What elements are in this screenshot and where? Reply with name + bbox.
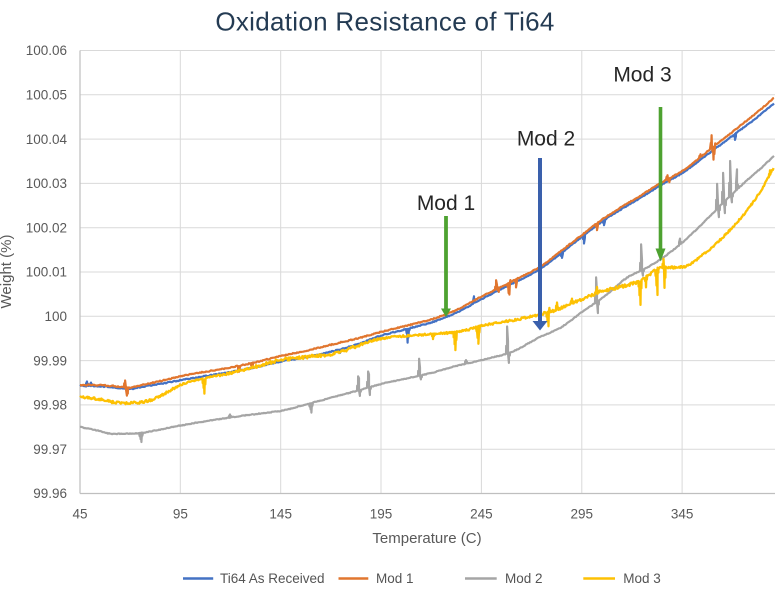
svg-text:Ti64 As Received: Ti64 As Received: [220, 571, 325, 586]
svg-text:245: 245: [470, 507, 493, 522]
svg-text:99.99: 99.99: [33, 353, 67, 368]
svg-text:Mod 1: Mod 1: [376, 571, 414, 586]
svg-text:99.97: 99.97: [33, 442, 67, 457]
svg-text:Mod 3: Mod 3: [623, 571, 661, 586]
svg-text:99.98: 99.98: [33, 398, 67, 413]
svg-text:100: 100: [44, 309, 67, 324]
svg-text:100.02: 100.02: [26, 220, 67, 235]
svg-text:195: 195: [370, 507, 393, 522]
svg-text:345: 345: [671, 507, 694, 522]
svg-text:95: 95: [173, 507, 188, 522]
svg-text:99.96: 99.96: [33, 486, 67, 501]
svg-text:100.04: 100.04: [26, 132, 68, 147]
svg-text:145: 145: [269, 507, 292, 522]
svg-text:Mod 2: Mod 2: [505, 571, 543, 586]
svg-text:Mod 2: Mod 2: [517, 128, 575, 151]
svg-text:Temperature (C): Temperature (C): [372, 530, 481, 547]
svg-text:100.05: 100.05: [26, 88, 67, 103]
svg-text:100.01: 100.01: [26, 265, 67, 280]
svg-text:Mod 1: Mod 1: [417, 192, 475, 215]
svg-text:45: 45: [72, 507, 87, 522]
svg-text:100.03: 100.03: [26, 176, 67, 191]
svg-text:Mod 3: Mod 3: [613, 64, 671, 87]
svg-text:100.06: 100.06: [26, 43, 67, 58]
svg-text:Weight (%): Weight (%): [0, 235, 15, 309]
svg-text:Oxidation Resistance of Ti64: Oxidation Resistance of Ti64: [215, 7, 554, 37]
svg-text:295: 295: [570, 507, 593, 522]
